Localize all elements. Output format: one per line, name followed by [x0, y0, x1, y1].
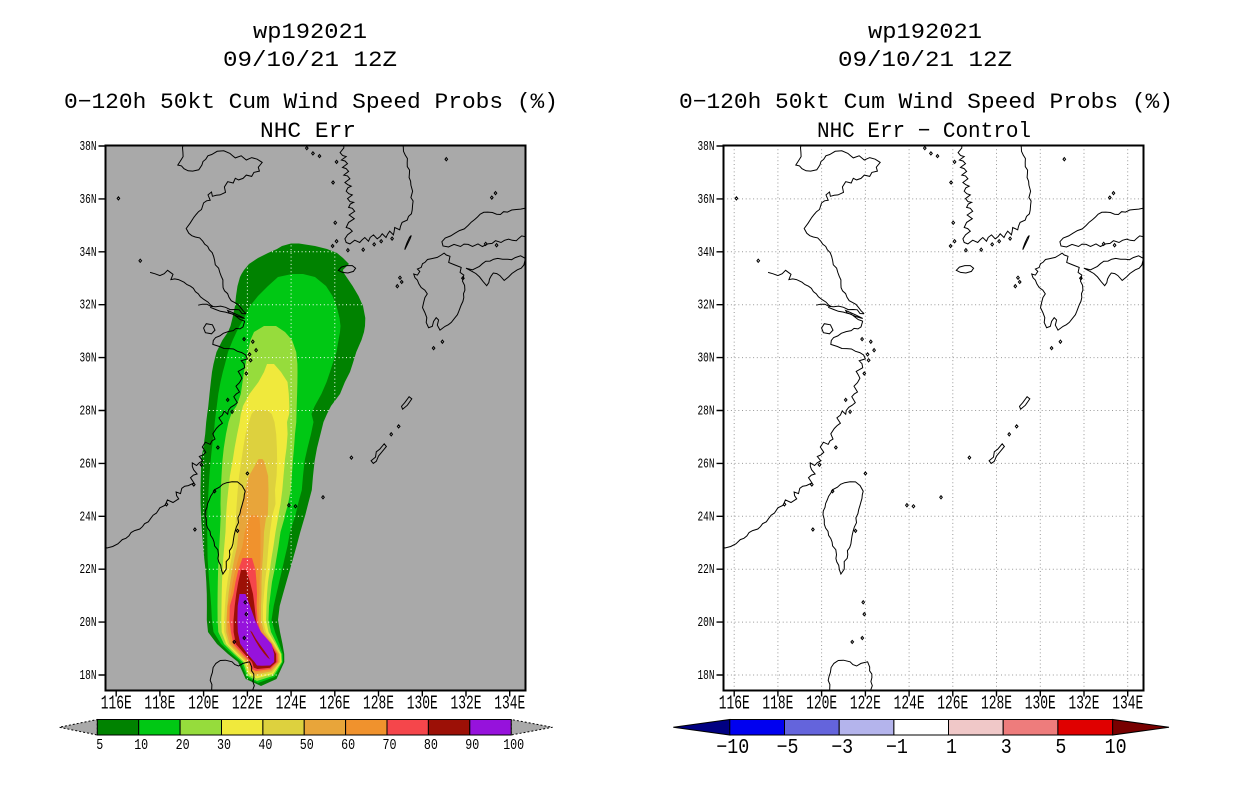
svg-text:60: 60: [341, 737, 355, 754]
svg-text:28N: 28N: [698, 404, 715, 420]
svg-text:−1: −1: [886, 737, 908, 760]
svg-text:130E: 130E: [1025, 693, 1056, 715]
svg-text:38N: 38N: [698, 139, 715, 155]
svg-text:124E: 124E: [276, 693, 307, 715]
svg-text:130E: 130E: [407, 693, 438, 715]
svg-text:24N: 24N: [698, 509, 715, 525]
svg-text:32N: 32N: [698, 298, 715, 314]
svg-text:1: 1: [946, 737, 957, 760]
svg-text:128E: 128E: [363, 693, 394, 715]
svg-text:30: 30: [217, 737, 231, 754]
svg-text:50: 50: [300, 737, 314, 754]
svg-text:120E: 120E: [806, 693, 837, 715]
svg-text:10: 10: [134, 737, 148, 754]
svg-text:118E: 118E: [144, 693, 175, 715]
svg-text:5: 5: [1055, 737, 1066, 760]
svg-text:wp192021: wp192021: [868, 20, 982, 45]
svg-text:18N: 18N: [698, 668, 715, 684]
svg-text:09/10/21 12Z: 09/10/21 12Z: [223, 48, 397, 73]
svg-text:22N: 22N: [80, 562, 97, 578]
svg-text:116E: 116E: [719, 693, 750, 715]
svg-text:36N: 36N: [698, 192, 715, 208]
svg-text:10: 10: [1105, 737, 1127, 760]
svg-text:0−120h 50kt Cum Wind Speed Pro: 0−120h 50kt Cum Wind Speed Probs (%): [679, 90, 1173, 115]
svg-text:30N: 30N: [80, 351, 97, 367]
svg-text:20N: 20N: [698, 615, 715, 631]
svg-text:126E: 126E: [937, 693, 968, 715]
svg-text:34N: 34N: [80, 245, 97, 261]
svg-text:134E: 134E: [1112, 693, 1143, 715]
svg-text:126E: 126E: [319, 693, 350, 715]
svg-text:NHC Err: NHC Err: [260, 119, 356, 144]
svg-text:80: 80: [424, 737, 438, 754]
svg-text:22N: 22N: [698, 562, 715, 578]
svg-text:122E: 122E: [850, 693, 881, 715]
svg-text:118E: 118E: [762, 693, 793, 715]
svg-text:3: 3: [1001, 737, 1012, 760]
svg-text:128E: 128E: [981, 693, 1012, 715]
svg-text:0−120h 50kt Cum Wind Speed Pro: 0−120h 50kt Cum Wind Speed Probs (%): [64, 90, 558, 115]
svg-text:34N: 34N: [698, 245, 715, 261]
svg-text:32N: 32N: [80, 298, 97, 314]
svg-text:09/10/21 12Z: 09/10/21 12Z: [838, 48, 1012, 73]
svg-text:20N: 20N: [80, 615, 97, 631]
svg-text:−3: −3: [831, 737, 853, 760]
svg-text:18N: 18N: [80, 668, 97, 684]
svg-text:38N: 38N: [80, 139, 97, 155]
svg-text:−10: −10: [716, 737, 749, 760]
svg-text:30N: 30N: [698, 351, 715, 367]
svg-text:70: 70: [383, 737, 397, 754]
svg-text:−5: −5: [777, 737, 799, 760]
svg-text:28N: 28N: [80, 404, 97, 420]
svg-text:26N: 26N: [80, 456, 97, 472]
svg-text:116E: 116E: [101, 693, 132, 715]
svg-text:NHC Err − Control: NHC Err − Control: [817, 119, 1031, 144]
svg-text:134E: 134E: [494, 693, 525, 715]
svg-text:wp192021: wp192021: [253, 20, 367, 45]
svg-text:24N: 24N: [80, 509, 97, 525]
svg-text:122E: 122E: [232, 693, 263, 715]
svg-text:26N: 26N: [698, 456, 715, 472]
svg-text:40: 40: [258, 737, 272, 754]
svg-text:20: 20: [176, 737, 190, 754]
svg-text:124E: 124E: [894, 693, 925, 715]
svg-text:100: 100: [503, 737, 524, 754]
svg-text:132E: 132E: [1069, 693, 1100, 715]
svg-text:5: 5: [96, 737, 103, 754]
svg-text:36N: 36N: [80, 192, 97, 208]
svg-text:90: 90: [465, 737, 479, 754]
svg-text:120E: 120E: [188, 693, 219, 715]
svg-text:132E: 132E: [451, 693, 482, 715]
